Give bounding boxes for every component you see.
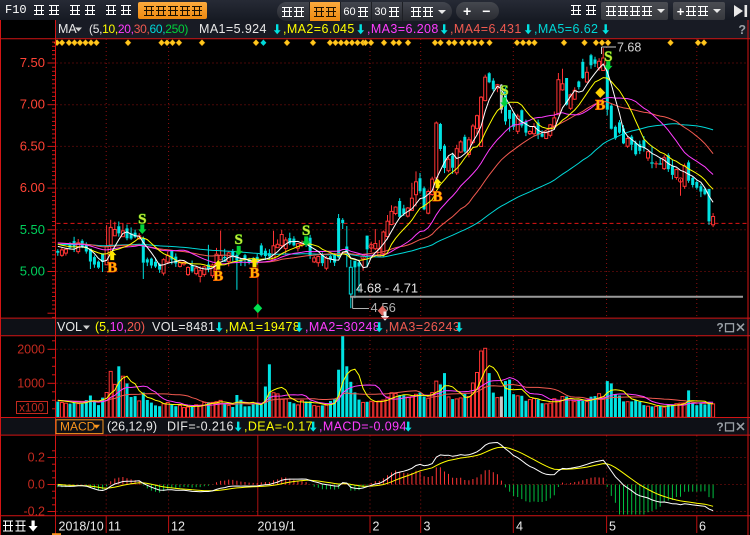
svg-text:2018/10: 2018/10 [59, 520, 104, 534]
svg-text:0.2: 0.2 [28, 451, 45, 465]
svg-text:?: ? [738, 23, 746, 37]
svg-text:VOL=8481: VOL=8481 [152, 320, 215, 334]
svg-text:DIF=-0.216: DIF=-0.216 [167, 420, 234, 434]
svg-text:,DEA=-0.17: ,DEA=-0.17 [244, 420, 313, 434]
svg-text:MACD: MACD [60, 420, 96, 434]
svg-text:(5,10,20): (5,10,20) [95, 320, 145, 334]
svg-text:S: S [138, 212, 146, 228]
svg-text:5.00: 5.00 [20, 264, 45, 279]
svg-text:,MACD=-0.094: ,MACD=-0.094 [319, 420, 407, 434]
svg-text:12: 12 [171, 520, 185, 534]
svg-text:6.50: 6.50 [20, 138, 45, 153]
svg-text:(26,12,9): (26,12,9) [107, 420, 157, 434]
svg-text:2019/1: 2019/1 [258, 520, 296, 534]
svg-text:7.50: 7.50 [20, 55, 45, 70]
svg-text:0.0: 0.0 [28, 478, 45, 492]
svg-text:3: 3 [424, 520, 431, 534]
svg-text:,MA2=6.045: ,MA2=6.045 [283, 22, 355, 36]
svg-text:B: B [213, 269, 223, 285]
svg-text:S: S [235, 232, 243, 248]
svg-text:VOL: VOL [57, 320, 82, 334]
svg-text:?: ? [716, 321, 723, 335]
svg-text:-0.2: -0.2 [23, 505, 45, 519]
svg-text:B: B [107, 260, 117, 276]
svg-text:1000: 1000 [17, 376, 45, 390]
svg-text:S: S [604, 49, 612, 65]
svg-text:B: B [249, 266, 259, 282]
svg-text:,MA5=6.62: ,MA5=6.62 [534, 22, 598, 36]
svg-text:2000: 2000 [17, 342, 45, 356]
svg-text:7.68: 7.68 [617, 41, 641, 55]
svg-text:(5,10,20,30,60,250): (5,10,20,30,60,250) [89, 22, 188, 36]
svg-text:S: S [302, 223, 310, 239]
svg-text:,MA4=6.431: ,MA4=6.431 [450, 22, 522, 36]
svg-text:5.50: 5.50 [20, 222, 45, 237]
svg-text:MA: MA [58, 22, 77, 36]
svg-text:,MA2=30248: ,MA2=30248 [305, 320, 380, 334]
svg-text:7.00: 7.00 [20, 97, 45, 112]
svg-text:B: B [595, 98, 605, 114]
svg-text:B: B [432, 189, 442, 205]
svg-text:,MA1=19478: ,MA1=19478 [225, 320, 300, 334]
svg-text:MA1=5.924: MA1=5.924 [199, 22, 267, 36]
svg-text:5: 5 [609, 520, 616, 534]
svg-text:11: 11 [108, 520, 121, 534]
svg-text:6.00: 6.00 [20, 180, 45, 195]
svg-text:,MA3=6.208: ,MA3=6.208 [367, 22, 439, 36]
svg-text:,MA3=26243: ,MA3=26243 [385, 320, 460, 334]
svg-text:4.68 - 4.71: 4.68 - 4.71 [356, 281, 418, 296]
svg-text:S: S [500, 83, 508, 99]
svg-text:6: 6 [699, 520, 706, 534]
svg-text:x100: x100 [19, 403, 44, 415]
svg-text:4: 4 [516, 520, 523, 534]
svg-text:?: ? [716, 420, 723, 434]
svg-text:2: 2 [373, 520, 380, 534]
